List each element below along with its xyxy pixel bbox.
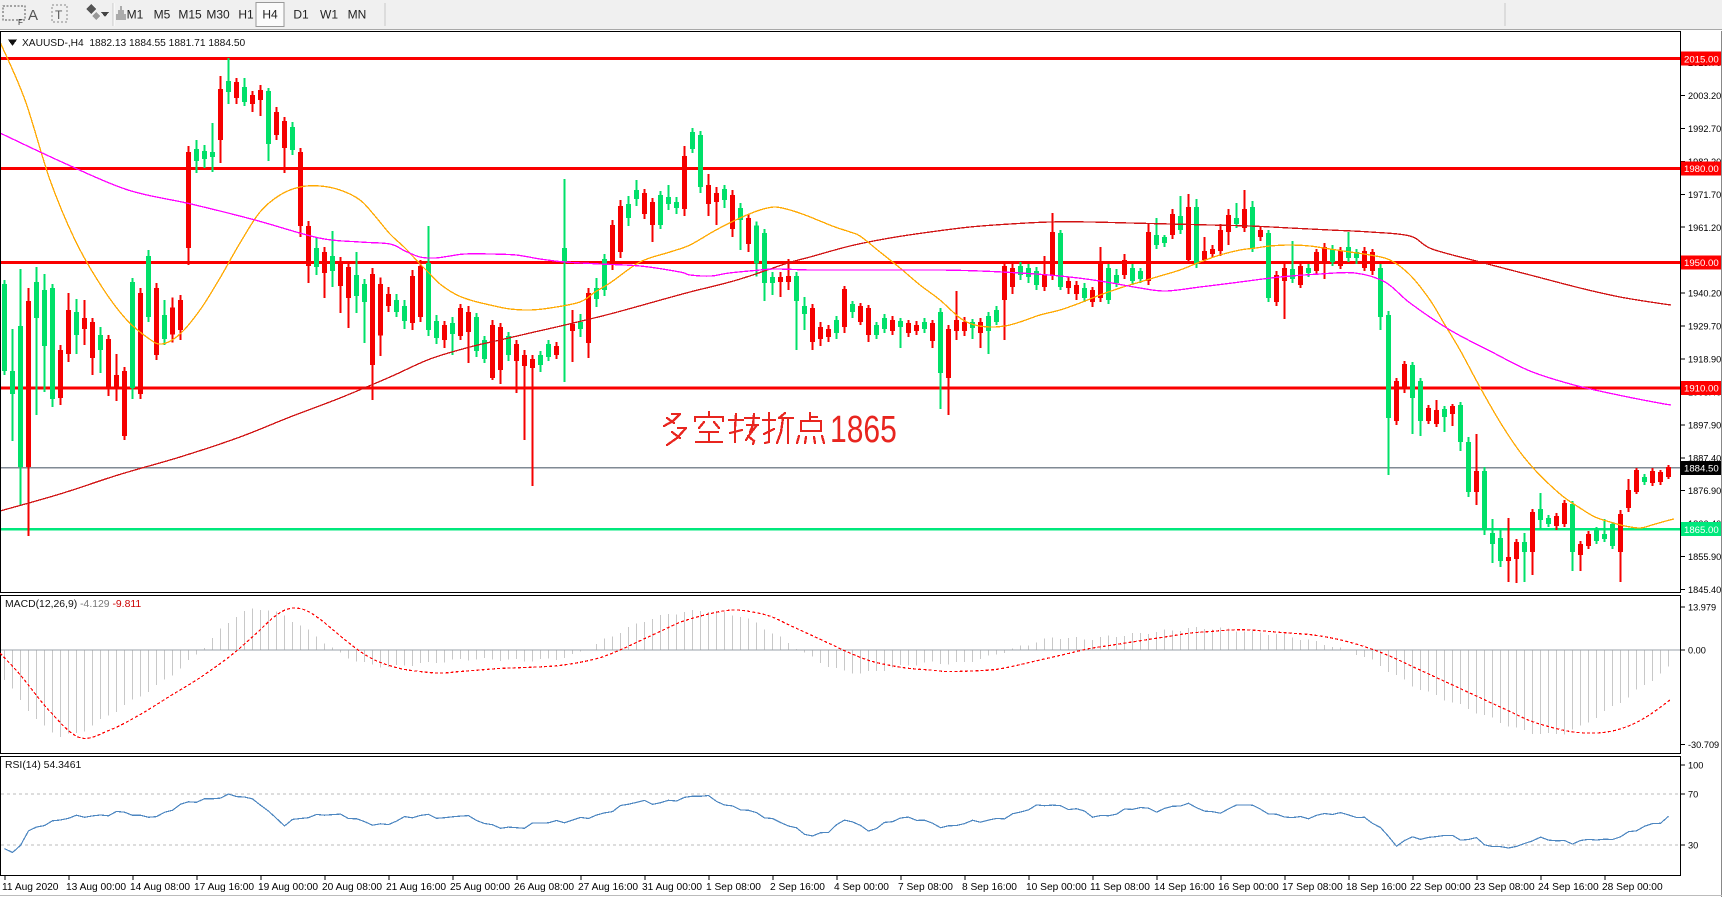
svg-text:H1: H1: [238, 8, 254, 22]
svg-text:31 Aug 00:00: 31 Aug 00:00: [642, 882, 702, 893]
svg-text:7 Sep 08:00: 7 Sep 08:00: [898, 882, 953, 893]
svg-text:1845.40: 1845.40: [1688, 585, 1721, 595]
svg-text:8 Sep 16:00: 8 Sep 16:00: [962, 882, 1017, 893]
svg-text:A: A: [28, 7, 38, 24]
svg-text:M30: M30: [206, 8, 230, 22]
svg-text:100: 100: [1688, 761, 1703, 771]
svg-text:F: F: [18, 18, 23, 27]
svg-text:28 Sep 00:00: 28 Sep 00:00: [1602, 882, 1663, 893]
svg-text:11 Sep 08:00: 11 Sep 08:00: [1090, 882, 1150, 893]
svg-text:2003.20: 2003.20: [1688, 91, 1721, 101]
svg-text:1929.70: 1929.70: [1688, 322, 1721, 332]
svg-text:1897.90: 1897.90: [1688, 420, 1721, 430]
svg-text:1980.00: 1980.00: [1684, 164, 1719, 175]
svg-text:17 Aug 16:00: 17 Aug 16:00: [194, 882, 254, 893]
svg-text:2015.00: 2015.00: [1684, 54, 1719, 65]
svg-text:19 Aug 00:00: 19 Aug 00:00: [258, 882, 318, 893]
svg-text:MN: MN: [348, 8, 367, 22]
svg-text:18 Sep 16:00: 18 Sep 16:00: [1346, 882, 1407, 893]
svg-text:1884.50: 1884.50: [1684, 464, 1719, 475]
svg-text:1865: 1865: [830, 409, 897, 451]
svg-text:30: 30: [1688, 841, 1698, 851]
svg-text:11 Aug 2020: 11 Aug 2020: [2, 882, 59, 893]
svg-text:1918.90: 1918.90: [1688, 355, 1721, 365]
svg-text:17 Sep 08:00: 17 Sep 08:00: [1282, 882, 1343, 893]
svg-text:16 Sep 00:00: 16 Sep 00:00: [1218, 882, 1279, 893]
svg-text:1971.70: 1971.70: [1688, 190, 1721, 200]
svg-text:H4: H4: [262, 8, 278, 22]
svg-text:0.00: 0.00: [1688, 646, 1706, 656]
svg-text:XAUUSD-,H4 1882.13 1884.55 18: XAUUSD-,H4 1882.13 1884.55 1881.71 1884.…: [22, 38, 245, 49]
svg-text:21 Aug 16:00: 21 Aug 16:00: [386, 882, 446, 893]
svg-text:4 Sep 00:00: 4 Sep 00:00: [834, 882, 889, 893]
svg-text:T: T: [55, 8, 63, 22]
svg-text:14 Sep 16:00: 14 Sep 16:00: [1154, 882, 1215, 893]
svg-text:26 Aug 08:00: 26 Aug 08:00: [514, 882, 574, 893]
svg-text:D1: D1: [293, 8, 309, 22]
svg-text:1992.70: 1992.70: [1688, 124, 1721, 134]
svg-text:1887.40: 1887.40: [1688, 453, 1721, 463]
svg-text:1950.00: 1950.00: [1684, 258, 1719, 269]
svg-text:27 Aug 16:00: 27 Aug 16:00: [578, 882, 638, 893]
svg-text:M5: M5: [154, 8, 171, 22]
svg-text:-30.709: -30.709: [1688, 740, 1719, 750]
svg-text:M15: M15: [178, 8, 202, 22]
svg-text:1855.90: 1855.90: [1688, 552, 1721, 562]
svg-text:23 Sep 08:00: 23 Sep 08:00: [1474, 882, 1535, 893]
svg-text:10 Sep 00:00: 10 Sep 00:00: [1026, 882, 1087, 893]
svg-text:22 Sep 00:00: 22 Sep 00:00: [1410, 882, 1471, 893]
svg-text:1876.90: 1876.90: [1688, 486, 1721, 496]
svg-text:2 Sep 16:00: 2 Sep 16:00: [770, 882, 825, 893]
svg-text:1865.00: 1865.00: [1684, 525, 1719, 536]
svg-text:1 Sep 08:00: 1 Sep 08:00: [706, 882, 761, 893]
svg-text:RSI(14) 54.3461: RSI(14) 54.3461: [5, 760, 81, 771]
svg-text:25 Aug 00:00: 25 Aug 00:00: [450, 882, 510, 893]
svg-text:1940.20: 1940.20: [1688, 289, 1721, 299]
svg-text:14 Aug 08:00: 14 Aug 08:00: [130, 882, 190, 893]
svg-text:W1: W1: [320, 8, 338, 22]
svg-text:70: 70: [1688, 790, 1698, 800]
svg-text:20 Aug 08:00: 20 Aug 08:00: [322, 882, 382, 893]
svg-text:1910.00: 1910.00: [1684, 384, 1719, 395]
svg-text:M1: M1: [127, 8, 144, 22]
svg-text:13.979: 13.979: [1688, 603, 1716, 613]
svg-text:13 Aug 00:00: 13 Aug 00:00: [66, 882, 126, 893]
svg-text:1961.20: 1961.20: [1688, 223, 1721, 233]
svg-text:24 Sep 16:00: 24 Sep 16:00: [1538, 882, 1599, 893]
svg-text:MACD(12,26,9) -4.129 -9.811: MACD(12,26,9) -4.129 -9.811: [5, 599, 141, 610]
